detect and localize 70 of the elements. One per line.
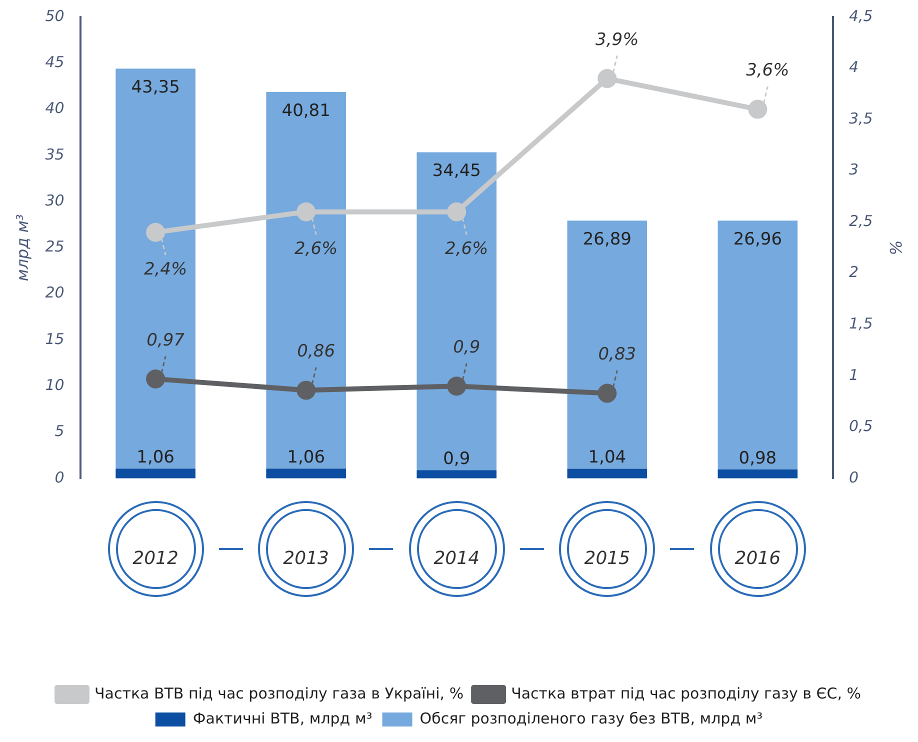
- legend-label: Фактичні ВТВ, млрд м³: [192, 709, 372, 728]
- y2-axis-title: %: [886, 240, 906, 256]
- y2-tick-label: 1: [848, 366, 858, 384]
- y2-tick-label: 1,5: [848, 314, 873, 332]
- point: [296, 380, 316, 400]
- bar: [266, 468, 346, 478]
- y-tick-label: 50: [45, 6, 64, 25]
- y-tick-label: 20: [45, 284, 64, 302]
- y-tick-label: 30: [45, 191, 64, 210]
- data-label: 3,9%: [596, 30, 639, 50]
- y-axis-title: млрд м³: [12, 214, 32, 282]
- data-label: 0,86: [297, 342, 336, 362]
- bar: [116, 468, 196, 478]
- y-tick-label: 40: [45, 99, 64, 118]
- y-tick-label: 5: [54, 422, 64, 440]
- bar: [416, 470, 497, 478]
- y2-tick-label: 0,5: [848, 417, 873, 436]
- point: [447, 202, 466, 222]
- x-tick-label: 2016: [734, 548, 781, 569]
- point: [598, 69, 617, 88]
- legend-label: Обсяг розподіленого газу без ВТВ, млрд м³: [420, 709, 763, 728]
- data-label: 1,04: [588, 448, 626, 468]
- data-label: 0,9: [453, 338, 480, 358]
- y2-tick-label: 0: [848, 468, 858, 486]
- point: [447, 376, 466, 396]
- point: [146, 222, 166, 242]
- point: [748, 100, 768, 119]
- bar: [416, 152, 497, 470]
- y-tick-label: 10: [45, 376, 64, 394]
- point: [146, 369, 166, 388]
- y2-tick-label: 3,5: [848, 109, 873, 128]
- bar: [718, 469, 798, 478]
- point: [296, 202, 316, 222]
- data-label: 26,89: [582, 230, 632, 250]
- y-tick-label: 45: [45, 53, 64, 72]
- y-tick-label: 0: [54, 468, 64, 486]
- y-tick-label: 25: [45, 238, 64, 256]
- data-label: 1,06: [287, 448, 326, 468]
- bar: [567, 468, 648, 478]
- x-tick-label: 2013: [283, 548, 329, 569]
- y-tick-label: 15: [45, 330, 64, 348]
- bar: [266, 92, 346, 469]
- y2-tick-label: 2,5: [848, 212, 873, 230]
- point: [598, 384, 617, 403]
- data-label: 26,96: [733, 229, 782, 250]
- y2-tick-label: 4,5: [848, 6, 873, 25]
- data-label: 2,4%: [144, 260, 188, 280]
- y2-tick-label: 3: [848, 160, 858, 179]
- data-label: 0,97: [146, 330, 185, 350]
- data-label: 0,9: [443, 449, 470, 470]
- bar: [718, 220, 798, 470]
- data-label: 3,6%: [746, 60, 790, 81]
- data-label: 0,83: [598, 344, 636, 365]
- data-label: 1,06: [136, 448, 174, 468]
- y2-tick-label: 2: [848, 263, 858, 282]
- x-tick-label: 2014: [434, 548, 480, 569]
- legend-label: Частка ВТВ під час розподілу газа в Україні, %: [94, 684, 464, 702]
- x-tick-label: 2012: [132, 548, 178, 569]
- data-label: 43,35: [131, 78, 180, 98]
- y2-tick-label: 4: [848, 58, 858, 76]
- data-label: 2,6%: [294, 239, 338, 260]
- data-label: 34,45: [432, 161, 481, 182]
- bar: [116, 68, 196, 469]
- x-tick-label: 2015: [584, 548, 630, 569]
- bar: [567, 220, 648, 469]
- data-label: 2,6%: [445, 239, 488, 260]
- y-tick-label: 35: [45, 145, 64, 164]
- legend-label: Частка втрат під час розподілу газу в ЄС, %: [511, 684, 862, 702]
- data-label: 0,98: [738, 448, 777, 468]
- data-label: 40,81: [282, 100, 330, 121]
